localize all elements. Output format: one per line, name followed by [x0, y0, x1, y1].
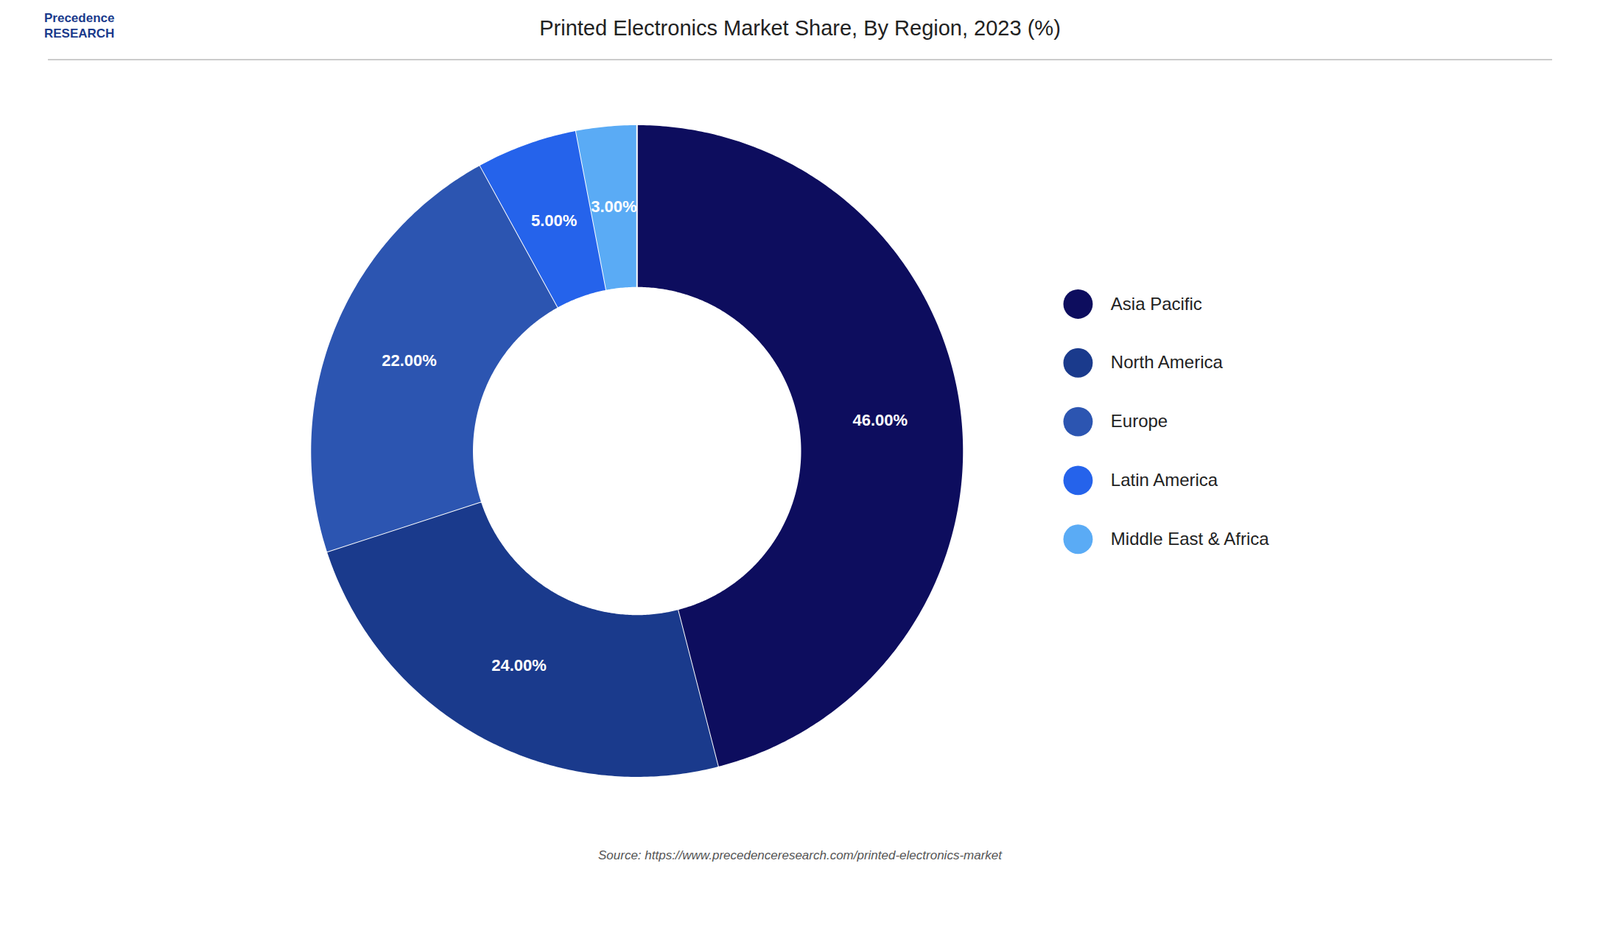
html-text:Source: https://www.precedence: Source: https://www.precedenceresearch.c…: [598, 848, 1002, 863]
svg-text:Asia Pacific: Asia Pacific: [1110, 293, 1203, 314]
svg-text:Middle East & Africa: Middle East & Africa: [1110, 528, 1270, 549]
svg-text:Latin America: Latin America: [1110, 469, 1219, 490]
svg-text:22.00%: 22.00%: [381, 351, 437, 370]
html-text:Printed Electronics Market Sha: Printed Electronics Market Share, By Reg…: [539, 16, 1061, 40]
svg-text:Europe: Europe: [1110, 411, 1168, 431]
svg-text:5.00%: 5.00%: [531, 211, 577, 230]
svg-text:North America: North America: [1110, 352, 1224, 373]
svg-text:24.00%: 24.00%: [491, 656, 547, 675]
svg-text:46.00%: 46.00%: [852, 411, 908, 430]
svg-text:3.00%: 3.00%: [590, 197, 637, 216]
html-text:Precedence RESEARCH: Precedence RESEARCH: [44, 11, 115, 41]
